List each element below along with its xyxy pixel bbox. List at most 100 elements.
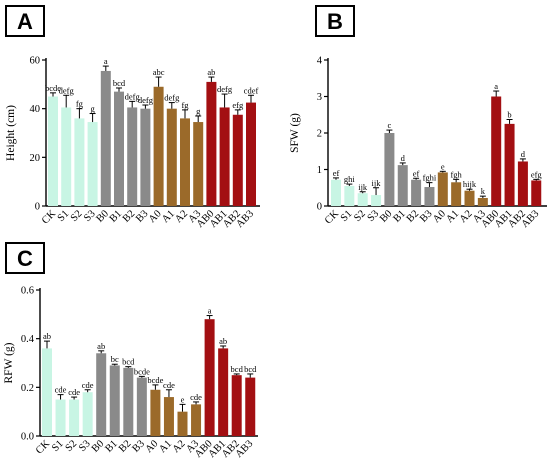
significance-letter: b (507, 109, 511, 119)
significance-letter: ef (333, 168, 340, 178)
bar (464, 190, 475, 206)
bar (517, 161, 528, 206)
bar (127, 107, 138, 206)
bar (477, 197, 488, 206)
bar (246, 102, 256, 206)
panel-letter: C (17, 246, 33, 271)
significance-letter: bcd (113, 78, 126, 88)
bar (193, 122, 204, 206)
bar (87, 122, 98, 206)
bar (163, 397, 174, 436)
bar (177, 411, 188, 436)
significance-letter: bcde (134, 366, 150, 376)
significance-letter: cde (55, 385, 67, 395)
bar (411, 179, 422, 206)
significance-letter: d (401, 153, 406, 163)
category-label: CK (34, 438, 52, 456)
bar (82, 392, 93, 436)
y-tick-label: 2 (317, 129, 322, 140)
significance-letter: c (388, 120, 392, 130)
significance-letter: ab (219, 336, 227, 346)
panel-letter-box (315, 5, 355, 37)
panel-letter: B (327, 9, 343, 34)
y-tick-label: 40 (30, 104, 41, 115)
significance-letter: cde (82, 380, 94, 390)
significance-letter: cde (163, 380, 175, 390)
y-tick-label: 0.2 (21, 383, 34, 394)
bar (437, 172, 448, 206)
bar (384, 133, 395, 206)
bar (191, 404, 202, 436)
significance-letter: bcd (244, 364, 257, 374)
bar (74, 118, 85, 206)
y-tick-label: 3 (317, 92, 322, 103)
significance-letter: ab (43, 331, 51, 341)
bar (424, 187, 435, 206)
significance-letter: defg (164, 93, 180, 103)
bar (166, 108, 177, 206)
bar (55, 399, 66, 436)
bar (231, 375, 242, 436)
panel-letter-box (5, 242, 45, 274)
bar (504, 123, 515, 206)
significance-letter: cde (68, 387, 80, 397)
bar (491, 96, 502, 206)
y-tick-label: 4 (317, 56, 323, 67)
significance-letter: bcde (45, 83, 61, 93)
significance-letter: ijk (358, 182, 368, 192)
bar (61, 107, 72, 206)
significance-letter: ijk (372, 178, 382, 188)
bar (136, 377, 147, 436)
significance-letter: cde (190, 392, 202, 402)
y-tick-label: 20 (30, 153, 41, 164)
panel-letter: A (17, 9, 33, 34)
bar (331, 179, 341, 206)
bar (150, 389, 161, 436)
y-tick-label: 0.4 (21, 334, 35, 345)
y-tick-label: 0.6 (21, 286, 34, 297)
bar (42, 348, 52, 436)
significance-letter: bcd (231, 364, 244, 374)
significance-letter: fg (181, 100, 189, 110)
y-tick-label: 0.0 (21, 432, 34, 443)
y-tick-label: 0 (35, 202, 40, 213)
significance-letter: a (104, 56, 108, 66)
significance-letter: e (441, 161, 445, 171)
significance-letter: e (181, 394, 185, 404)
panel-letter-box (5, 5, 45, 37)
bar (531, 180, 542, 206)
bar (219, 107, 230, 206)
significance-letter: hijk (463, 179, 477, 189)
bar (123, 367, 134, 436)
y-axis-label: SFW (g) (289, 113, 301, 153)
bar (344, 185, 355, 206)
significance-letter: ab (97, 341, 105, 351)
bar (357, 193, 368, 206)
significance-letter: efg (232, 100, 244, 110)
bar (109, 365, 120, 436)
significance-letter: fghi (423, 173, 437, 183)
bar (153, 86, 164, 206)
significance-letter: efg (531, 169, 543, 179)
significance-letter: bc (111, 354, 119, 364)
y-tick-label: 60 (30, 56, 41, 67)
y-tick-label: 1 (317, 165, 322, 176)
significance-letter: g (90, 104, 95, 114)
bar (96, 353, 107, 436)
bar (100, 70, 111, 206)
bar (48, 96, 58, 206)
significance-letter: a (208, 306, 212, 316)
significance-letter: d (521, 149, 526, 159)
significance-letter: fg (76, 99, 84, 109)
bar (218, 348, 229, 436)
significance-letter: abc (153, 67, 165, 77)
significance-letter: defg (125, 91, 141, 101)
y-tick-label: 0 (317, 202, 322, 213)
significance-letter: ef (413, 168, 420, 178)
y-axis-label: RFW (g) (3, 342, 15, 383)
significance-letter: bcde (147, 375, 163, 385)
significance-letter: defg (59, 85, 75, 95)
